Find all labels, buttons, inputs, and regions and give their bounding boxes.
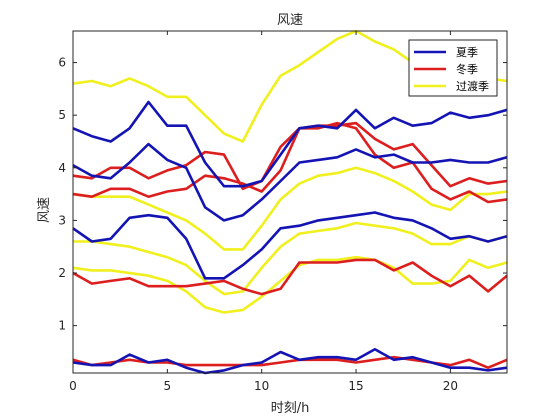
series-lines (72, 29, 508, 375)
series-line-1 (72, 166, 508, 251)
x-axis-label: 时刻/h (271, 401, 310, 416)
x-tick-label: 20 (443, 379, 458, 393)
y-axis-label: 风速 (37, 197, 52, 223)
y-tick-label: 3 (58, 213, 66, 227)
series-line-6 (72, 258, 508, 296)
chart-title: 风速 (277, 13, 303, 28)
x-tick-label: 10 (254, 379, 269, 393)
x-tick-label: 5 (164, 379, 172, 393)
series-line-5 (72, 121, 508, 204)
y-tick-label: 1 (58, 319, 66, 333)
x-tick-label: 15 (348, 379, 363, 393)
y-tick-label: 6 (58, 56, 66, 70)
legend-label-summer: 夏季 (456, 46, 478, 59)
legend-label-transition: 过渡季 (456, 79, 489, 93)
series-line-9 (72, 142, 508, 222)
plot-frame (72, 30, 508, 374)
legend: 夏季 冬季 过渡季 (408, 39, 498, 97)
legend-label-winter: 冬季 (456, 62, 478, 76)
series-line-2 (73, 221, 508, 296)
axis-ticks: 0 5 10 15 20 1 2 3 4 5 6 (58, 31, 507, 393)
series-line-10 (72, 211, 508, 280)
series-line-3 (72, 255, 508, 314)
series-line-11 (72, 347, 508, 375)
y-tick-label: 5 (58, 108, 66, 122)
series-line-4 (72, 121, 508, 191)
y-tick-label: 2 (58, 266, 66, 280)
series-line-8 (72, 100, 508, 188)
x-tick-label: 0 (69, 379, 77, 393)
y-tick-label: 4 (58, 161, 66, 175)
